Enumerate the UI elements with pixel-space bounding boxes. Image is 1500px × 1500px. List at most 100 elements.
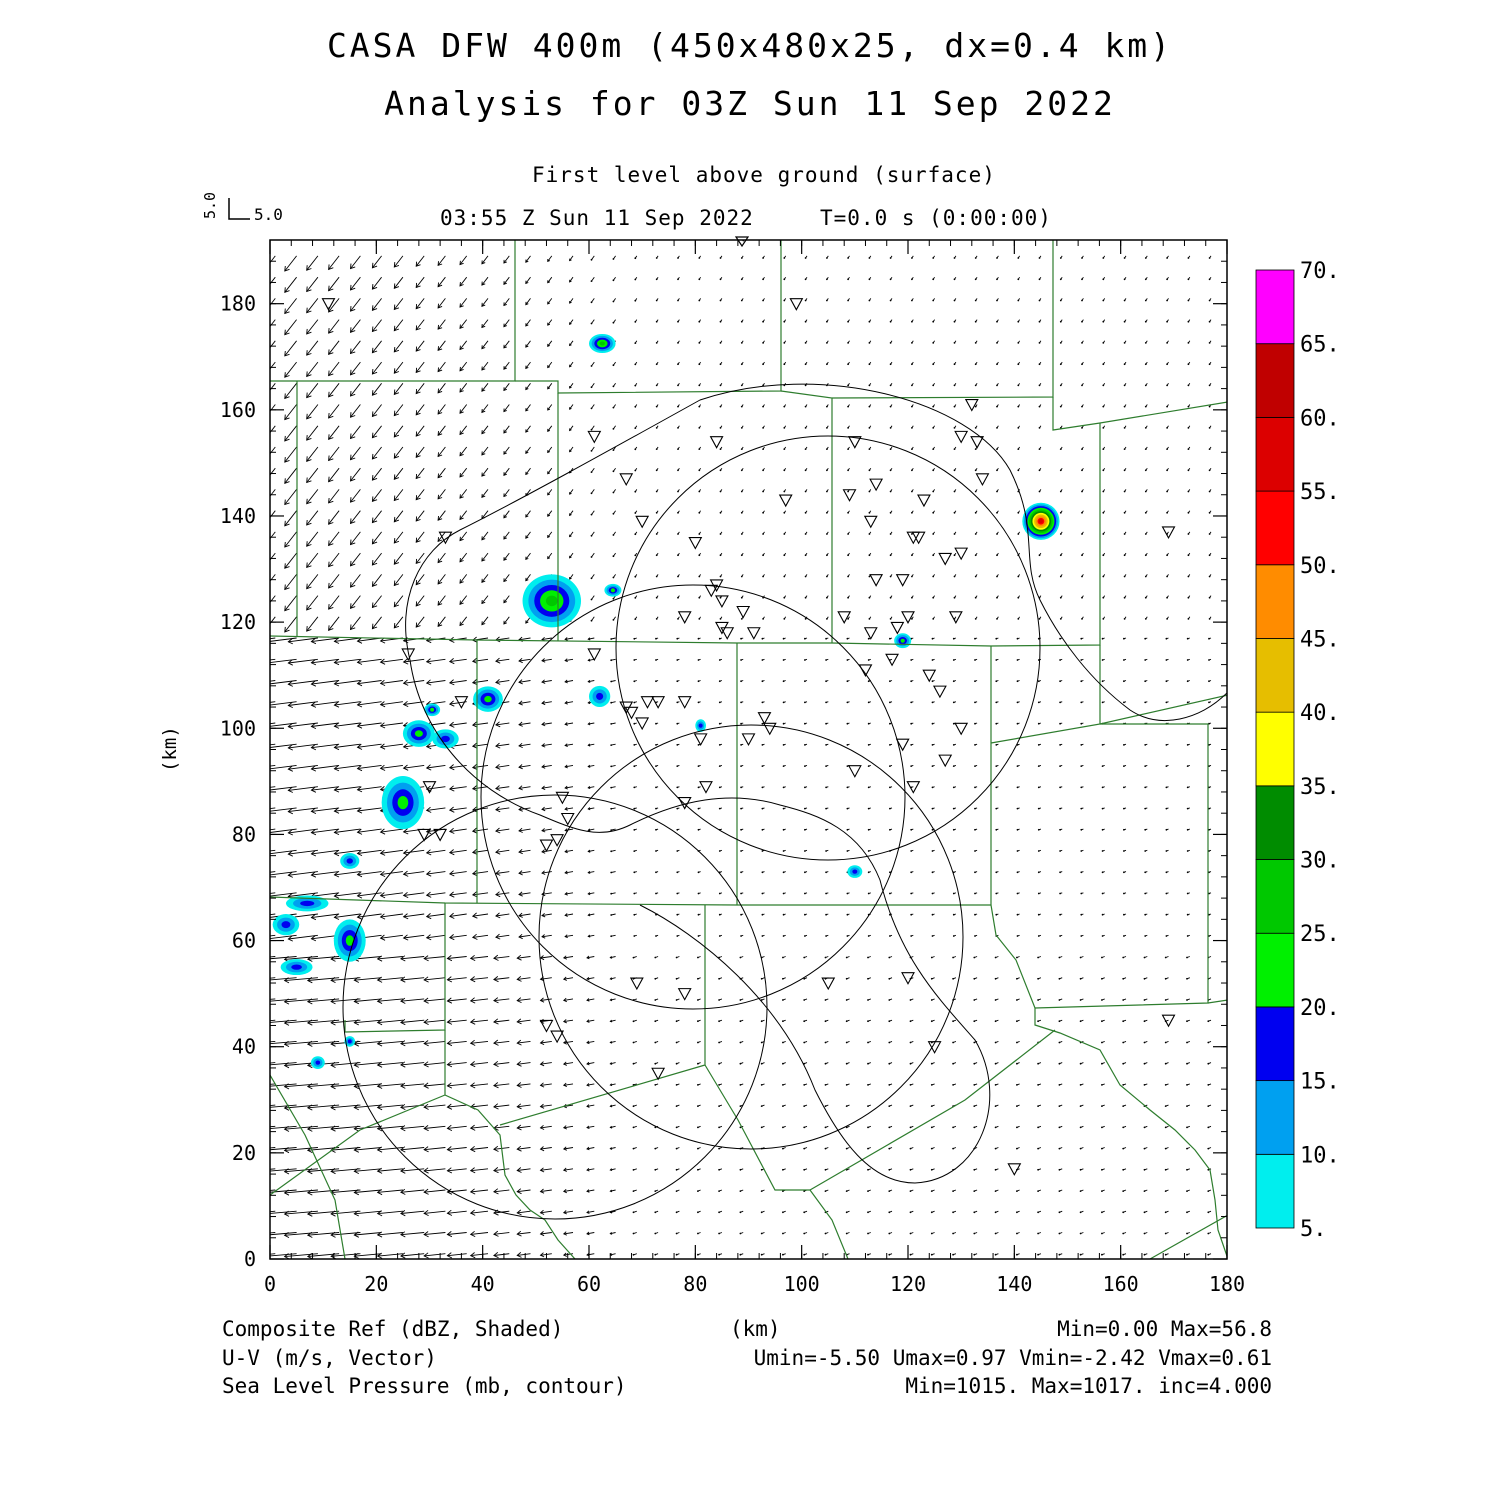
reflectivity-cell xyxy=(894,633,912,649)
colorbar-label: 20. xyxy=(1300,996,1340,1021)
station-marker xyxy=(433,828,448,842)
vector-scale-key: 5.0 5.0 xyxy=(201,192,283,224)
colorbar-swatch xyxy=(1255,416,1295,492)
station-marker xyxy=(938,754,953,768)
colorbar-swatch xyxy=(1255,490,1295,566)
station-marker xyxy=(821,977,836,991)
reflectivity-cell xyxy=(340,852,360,869)
station-marker xyxy=(720,627,735,640)
county-boundaries xyxy=(270,240,1227,1259)
y-tick-label: 60 xyxy=(232,929,256,953)
range-ring-2 xyxy=(480,584,906,1010)
station-marker xyxy=(560,812,575,826)
station-marker xyxy=(539,1019,554,1033)
colorbar-label: 30. xyxy=(1300,849,1340,874)
reflectivity-cell xyxy=(285,895,329,912)
reflectivity-cell xyxy=(695,719,706,732)
station-marker xyxy=(677,611,692,624)
station-marker xyxy=(927,1041,942,1054)
station-marker xyxy=(746,627,761,640)
vector-scale-u: 5.0 xyxy=(254,205,283,224)
station-marker xyxy=(741,733,756,747)
x-tick-label: 20 xyxy=(364,1272,388,1296)
reflectivity-cell xyxy=(272,914,300,936)
station-marker xyxy=(970,436,985,449)
reflectivity-cell xyxy=(432,729,459,749)
station-marker xyxy=(677,797,692,810)
colorbar: 5. 10. 15. 20. 25. 30. 35. 40. 45. 50. 55. 60. 65. 70… xyxy=(1255,259,1340,1242)
colorbar-label: 65. xyxy=(1300,333,1340,358)
reflectivity-cell xyxy=(310,1056,325,1069)
station-marker xyxy=(847,436,862,449)
station-marker xyxy=(629,977,644,991)
reflectivity-cell xyxy=(1022,502,1060,540)
range-ring-4 xyxy=(342,794,768,1220)
colorbar-label: 55. xyxy=(1300,480,1340,505)
station-marker xyxy=(964,398,979,412)
station-marker xyxy=(932,685,947,699)
level-label: First level above ground (surface) xyxy=(532,163,996,187)
observation-stations xyxy=(321,240,1176,1176)
colorbar-label: 60. xyxy=(1300,406,1340,431)
y-axis-label: (km) xyxy=(159,726,181,772)
station-marker xyxy=(842,489,857,502)
colorbar-swatch xyxy=(1255,1006,1295,1082)
station-marker xyxy=(704,584,719,598)
station-marker xyxy=(417,828,432,842)
station-marker xyxy=(539,839,554,853)
colorbar-label: 25. xyxy=(1300,922,1340,947)
reflectivity-cell xyxy=(344,1036,356,1047)
station-marker xyxy=(762,722,777,736)
reflectivity-cell xyxy=(847,865,863,878)
station-marker xyxy=(693,733,708,747)
y-tick-label: 120 xyxy=(220,610,256,634)
station-marker xyxy=(954,430,969,444)
title-line-2: Analysis for 03Z Sun 11 Sep 2022 xyxy=(384,84,1116,123)
y-tick-label: 80 xyxy=(232,822,256,846)
colorbar-swatch xyxy=(1255,1153,1295,1229)
station-marker xyxy=(895,738,910,752)
station-marker xyxy=(1161,1014,1176,1028)
colorbar-swatch xyxy=(1255,343,1295,418)
station-marker xyxy=(895,574,910,587)
valid-time-label: 03:55 Z Sun 11 Sep 2022 xyxy=(440,206,754,230)
colorbar-label: 35. xyxy=(1300,775,1340,800)
x-axis-label: (km) xyxy=(730,1317,781,1341)
reflectivity-cell xyxy=(473,686,503,712)
range-ring-3 xyxy=(538,724,964,1150)
x-tick-label: 140 xyxy=(996,1272,1032,1296)
station-marker xyxy=(911,531,926,545)
station-marker xyxy=(869,478,884,492)
y-tick-label: 180 xyxy=(220,292,256,316)
station-marker xyxy=(550,1030,565,1044)
x-tick-label: 40 xyxy=(471,1272,495,1296)
reflectivity-cell xyxy=(604,583,622,597)
station-marker xyxy=(948,611,963,624)
station-marker xyxy=(778,494,793,508)
y-tick-label: 140 xyxy=(220,504,256,528)
station-marker xyxy=(863,515,878,529)
reflectivity-cell xyxy=(402,720,435,747)
colorbar-swatch xyxy=(1255,564,1295,639)
station-marker xyxy=(651,696,666,709)
field2-stats: Umin=-5.50 Umax=0.97 Vmin=-2.42 Vmax=0.6… xyxy=(753,1346,1272,1370)
station-marker xyxy=(709,436,724,449)
colorbar-label: 5. xyxy=(1300,1217,1327,1242)
colorbar-swatch xyxy=(1255,638,1295,713)
station-marker xyxy=(901,611,915,624)
station-marker xyxy=(954,722,969,736)
colorbar-swatch xyxy=(1255,785,1295,860)
colorbar-label: 40. xyxy=(1300,701,1340,726)
station-marker xyxy=(555,791,570,805)
title-line-1: CASA DFW 400m (450x480x25, dx=0.4 km) xyxy=(326,26,1174,65)
y-tick-label: 160 xyxy=(220,398,256,422)
station-marker xyxy=(677,696,692,709)
x-tick-label: 0 xyxy=(264,1272,276,1296)
y-tick-label: 40 xyxy=(232,1035,256,1059)
pressure-contour-and-rings xyxy=(342,383,1227,1220)
reflectivity-cell xyxy=(589,333,616,354)
station-marker xyxy=(635,515,650,529)
station-marker xyxy=(640,696,655,709)
reflectivity-cell xyxy=(280,959,313,976)
forecast-time-label: T=0.0 s (0:00:00) xyxy=(820,206,1052,230)
